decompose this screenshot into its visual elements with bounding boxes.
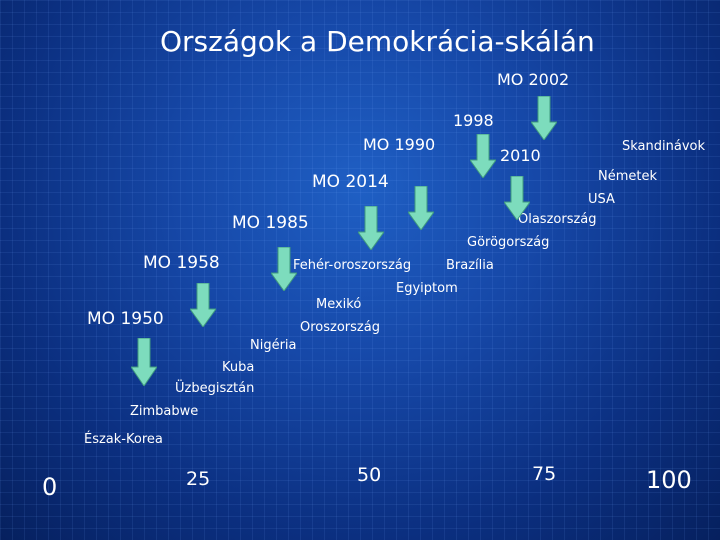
axis-tick-25: 25 bbox=[186, 468, 211, 490]
label-skandinavok: Skandinávok bbox=[622, 139, 706, 154]
label-zimbabwe: Zimbabwe bbox=[130, 404, 199, 419]
axis-tick-50: 50 bbox=[357, 464, 382, 486]
label-mo-1990: MO 1990 bbox=[363, 135, 436, 154]
label-eszak-korea: Észak-Korea bbox=[84, 432, 163, 447]
label-mo-2014: MO 2014 bbox=[312, 172, 389, 192]
label-mo-1958: MO 1958 bbox=[143, 253, 220, 273]
label-feher-oroszorszag: Fehér-oroszország bbox=[293, 258, 412, 273]
axis-tick-0: 0 bbox=[42, 473, 58, 501]
label-mexiko: Mexikó bbox=[316, 297, 362, 312]
label-usa: USA bbox=[588, 192, 615, 207]
axis-tick-75: 75 bbox=[532, 463, 557, 485]
arrow-mo-2002-icon bbox=[531, 96, 557, 140]
label-mo-1985: MO 1985 bbox=[232, 213, 309, 233]
label-olaszorszag: Olaszország bbox=[518, 212, 597, 227]
label-kuba: Kuba bbox=[222, 360, 255, 375]
page-title: Országok a Demokrácia-skálán bbox=[160, 25, 595, 58]
axis-tick-100: 100 bbox=[646, 466, 692, 494]
label-2010: 2010 bbox=[500, 146, 541, 165]
label-uzbegisztan: Üzbegisztán bbox=[175, 381, 255, 396]
label-mo-2002: MO 2002 bbox=[497, 70, 570, 89]
label-nigeria: Nigéria bbox=[250, 338, 297, 353]
label-gorogorszag: Görögország bbox=[467, 235, 550, 250]
arrow-mo-1958-icon bbox=[271, 247, 297, 291]
label-1998: 1998 bbox=[453, 111, 494, 130]
label-egyiptom: Egyiptom bbox=[396, 281, 458, 296]
arrow-mo-1985-icon bbox=[358, 206, 384, 250]
label-brazilia: Brazília bbox=[446, 258, 494, 273]
arrow-mo-1950-icon bbox=[190, 283, 216, 327]
arrow-mo-2014-icon bbox=[408, 186, 434, 230]
arrow-mo-1990-icon bbox=[470, 134, 496, 178]
label-oroszorszag: Oroszország bbox=[300, 320, 380, 335]
arrow-2010-icon bbox=[504, 176, 530, 220]
arrow-bottom-icon bbox=[131, 338, 157, 386]
label-nemetek: Németek bbox=[598, 169, 658, 184]
label-mo-1950: MO 1950 bbox=[87, 309, 164, 329]
